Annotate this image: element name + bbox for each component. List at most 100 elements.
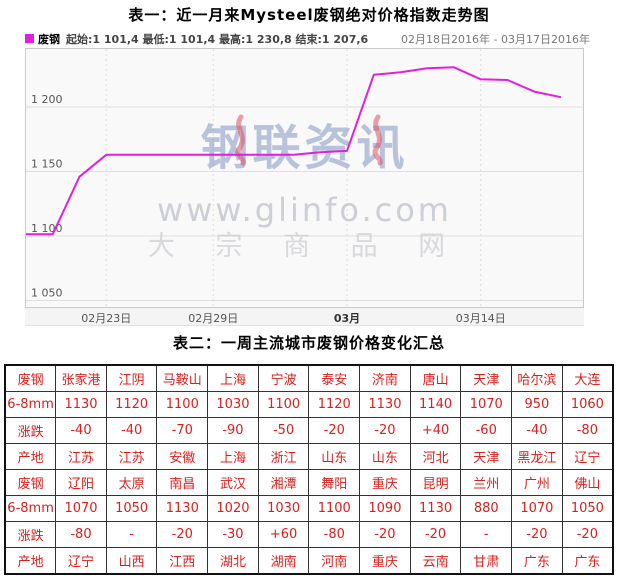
table-cell: 兰州 [460, 469, 513, 496]
table-cell: 重庆 [359, 469, 411, 496]
table-cell: 1130 [409, 495, 462, 522]
table-cell: 1140 [409, 391, 462, 418]
table-row: 废钢 辽阳 太原 南昌 武汉 湘潭 舞阳 重庆 昆明 兰州 广州 佛山 [4, 469, 614, 496]
table-cell: 大连 [561, 364, 614, 392]
table-cell: 黑龙江 [511, 443, 563, 470]
table-cell: 安徽 [156, 443, 209, 470]
table-cell: -70 [156, 417, 209, 444]
table-cell: 云南 [409, 547, 462, 575]
table-cell: 广东 [511, 547, 563, 575]
table-cell: -30 [207, 521, 259, 548]
table-cell: -20 [308, 417, 361, 444]
table-row: 产地 江苏 江苏 安徽 上海 浙江 山东 山东 河北 天津 黑龙江 辽宁 [4, 443, 614, 470]
table-cell: 1100 [156, 391, 209, 418]
table-cell: 废钢 [4, 364, 57, 392]
table-cell: -20 [511, 521, 563, 548]
table-cell: 昆明 [409, 469, 462, 496]
price-table: 废钢 张家港 江阴 马鞍山 上海 宁波 泰安 济南 唐山 天津 哈尔滨 大连 6-8mm 1130 1120… [4, 364, 614, 575]
table-cell: 950 [511, 391, 563, 418]
table-cell: 江苏 [55, 443, 107, 470]
table-cell: 1090 [359, 495, 411, 522]
table-cell: 1130 [359, 391, 411, 418]
table-cell: -80 [55, 521, 107, 548]
table-cell: 1070 [55, 495, 107, 522]
table-cell: 武汉 [207, 469, 259, 496]
table-cell: 涨跌 [4, 417, 57, 444]
table-cell: 产地 [4, 443, 57, 470]
x-axis-label: 02月23日 [81, 312, 132, 325]
table-cell: -40 [511, 417, 563, 444]
table-cell: 重庆 [359, 547, 411, 575]
table-cell: 辽阳 [55, 469, 107, 496]
price-table-body: 废钢 张家港 江阴 马鞍山 上海 宁波 泰安 济南 唐山 天津 哈尔滨 大连 6-8mm 1130 1120… [4, 364, 614, 575]
table-cell: -80 [561, 417, 614, 444]
table-cell: 1020 [207, 495, 259, 522]
watermark-flame-icon [372, 114, 383, 166]
table-cell: 天津 [460, 443, 513, 470]
table-cell: 1130 [55, 391, 107, 418]
watermark-flame-icon [235, 114, 246, 166]
table-cell: -20 [359, 521, 411, 548]
legend-swatch-icon [25, 34, 34, 43]
table-cell: 6-8mm [4, 391, 57, 418]
chart-legend: 废钢 起始:1 101,4 最低:1 101,4 最高:1 230,8 结束:1… [25, 29, 590, 48]
x-axis-label: 03月 [333, 312, 361, 325]
table-cell: 880 [460, 495, 513, 522]
table-cell: -20 [359, 417, 411, 444]
table-cell: 湖南 [257, 547, 310, 575]
y-axis-label: 1 150 [31, 158, 63, 171]
table-row: 6-8mm 1070 1050 1130 1020 1030 1100 1090 1130 880… [4, 495, 614, 522]
x-axis-label: 03月14日 [455, 312, 506, 325]
table-cell: 张家港 [55, 364, 107, 392]
table-cell: 泰安 [308, 364, 361, 392]
trend-chart: 废钢 起始:1 101,4 最低:1 101,4 最高:1 230,8 结束:1… [25, 29, 590, 326]
table-cell: 1070 [460, 391, 513, 418]
table-cell: 江苏 [105, 443, 158, 470]
table-cell: 山东 [308, 443, 361, 470]
table-cell: 唐山 [409, 364, 462, 392]
table-cell: 宁波 [257, 364, 310, 392]
table1-title: 表一：近一月来Mysteel废钢绝对价格指数走势图 [128, 6, 490, 24]
table-cell: 甘肃 [460, 547, 513, 575]
table-cell: 辽宁 [561, 443, 614, 470]
price-line [26, 66, 562, 236]
x-axis-label: 02月29日 [188, 312, 239, 325]
table-cell: 山东 [359, 443, 411, 470]
table-cell: 哈尔滨 [511, 364, 563, 392]
table-cell: +40 [409, 417, 462, 444]
y-axis-label: 1 200 [31, 93, 63, 106]
table-cell: -20 [561, 521, 614, 548]
table-cell: -40 [55, 417, 107, 444]
table-row: 产地 辽宁 山西 江西 湖北 湖南 河南 重庆 云南 甘肃 广东 广东 [4, 547, 614, 575]
table-cell: 河南 [308, 547, 361, 575]
table-cell: 废钢 [4, 469, 57, 496]
table-cell: - [460, 521, 513, 548]
table-cell: 佛山 [561, 469, 614, 496]
table-cell: 济南 [359, 364, 411, 392]
table-cell: 上海 [207, 364, 259, 392]
table-cell: -90 [207, 417, 259, 444]
table-cell: 1050 [105, 495, 158, 522]
table-row: 废钢 张家港 江阴 马鞍山 上海 宁波 泰安 济南 唐山 天津 哈尔滨 大连 [4, 364, 614, 392]
watermark-brand: 钢联资讯 [200, 120, 408, 176]
table-cell: -50 [257, 417, 310, 444]
table-cell: +60 [257, 521, 310, 548]
table-cell: 湖北 [207, 547, 259, 575]
table-cell: 湘潭 [257, 469, 310, 496]
y-axis-label: 1 050 [31, 287, 63, 300]
watermark-url: www.glinfo.com [157, 191, 452, 229]
table-cell: 天津 [460, 364, 513, 392]
table-cell: 广州 [511, 469, 563, 496]
table-cell: 太原 [105, 469, 158, 496]
table-cell: 江西 [156, 547, 209, 575]
table-cell: 1050 [561, 495, 614, 522]
table-cell: 广东 [561, 547, 614, 575]
table-cell: 产地 [4, 547, 57, 575]
table-row: 6-8mm 1130 1120 1100 1030 1100 1120 1130 1140 107… [4, 391, 614, 418]
table-cell: 舞阳 [308, 469, 361, 496]
table-cell: 1100 [308, 495, 361, 522]
table-cell: 1100 [257, 391, 310, 418]
table-cell: 1130 [156, 495, 209, 522]
table-cell: 1070 [511, 495, 563, 522]
